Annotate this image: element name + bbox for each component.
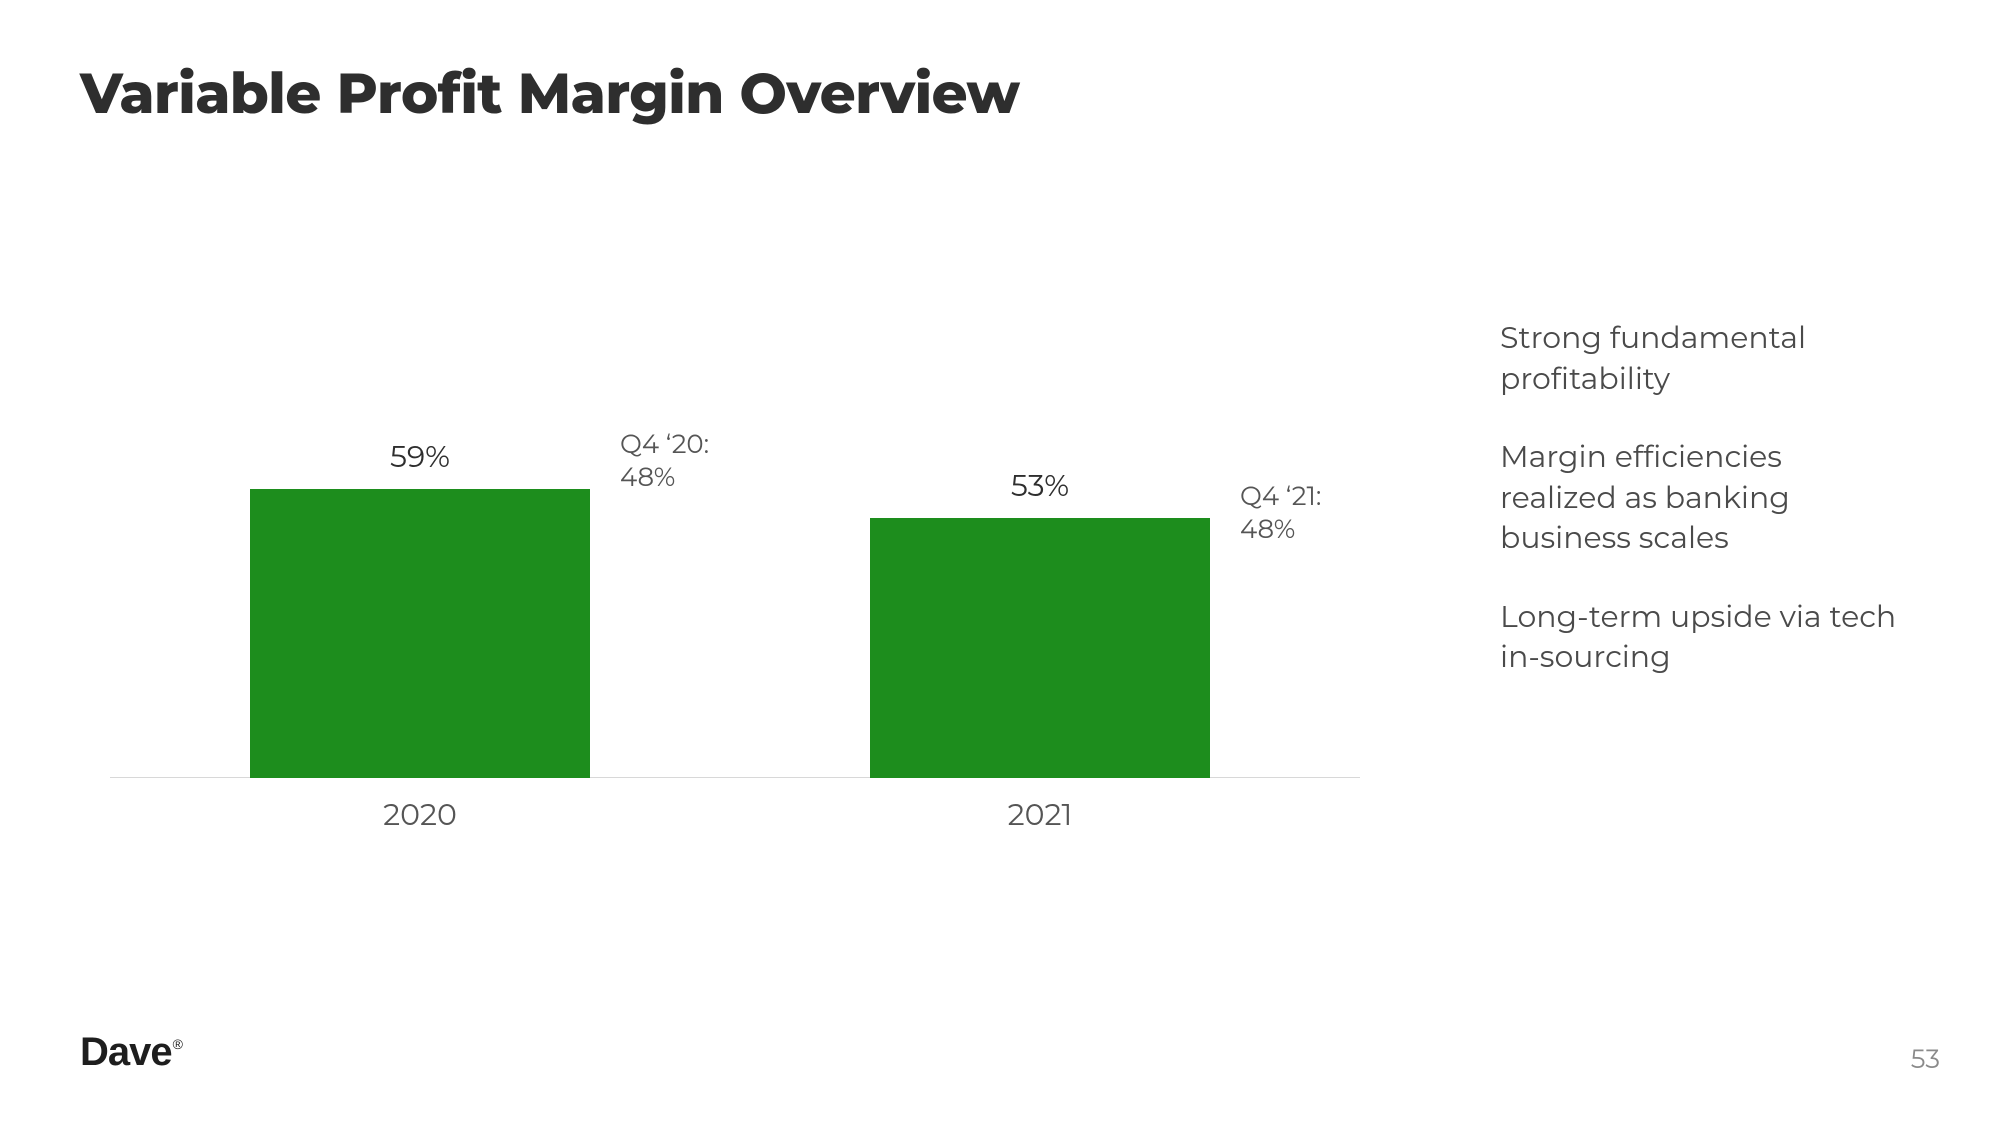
bar-side-note: Q4 ‘20:48%	[620, 428, 709, 493]
bar-group: 53%2021	[870, 467, 1210, 778]
content-row: 59%2020Q4 ‘20:48%53%2021Q4 ‘21:48% Stron…	[80, 288, 1920, 848]
slide: Variable Profit Margin Overview 59%2020Q…	[0, 0, 2000, 1125]
bullet-list: Strong fundamental profitability Margin e…	[1500, 318, 1900, 848]
logo-text: Dave	[80, 1030, 172, 1074]
bar-group: 59%2020	[250, 438, 590, 778]
bullet-item: Strong fundamental profitability	[1500, 318, 1900, 399]
bullet-item: Margin efficiencies realized as banking …	[1500, 437, 1900, 559]
page-title: Variable Profit Margin Overview	[80, 60, 1920, 128]
bullet-item: Long-term upside via tech in-sourcing	[1500, 597, 1900, 678]
side-note-line2: 48%	[620, 461, 675, 493]
dave-logo: Dave®	[80, 1030, 181, 1075]
side-note-line2: 48%	[1240, 513, 1295, 545]
category-label: 2021	[870, 778, 1210, 833]
bar	[870, 518, 1210, 778]
page-number: 53	[1911, 1043, 1940, 1075]
side-note-line1: Q4 ‘20:	[620, 428, 709, 460]
profit-margin-chart: 59%2020Q4 ‘20:48%53%2021Q4 ‘21:48%	[80, 288, 1360, 848]
bar-value-label: 59%	[390, 438, 450, 475]
bar-side-note: Q4 ‘21:48%	[1240, 480, 1321, 545]
category-label: 2020	[250, 778, 590, 833]
registered-mark: ®	[173, 1036, 182, 1052]
bar	[250, 489, 590, 778]
side-note-line1: Q4 ‘21:	[1240, 480, 1321, 512]
bar-value-label: 53%	[1011, 467, 1069, 504]
